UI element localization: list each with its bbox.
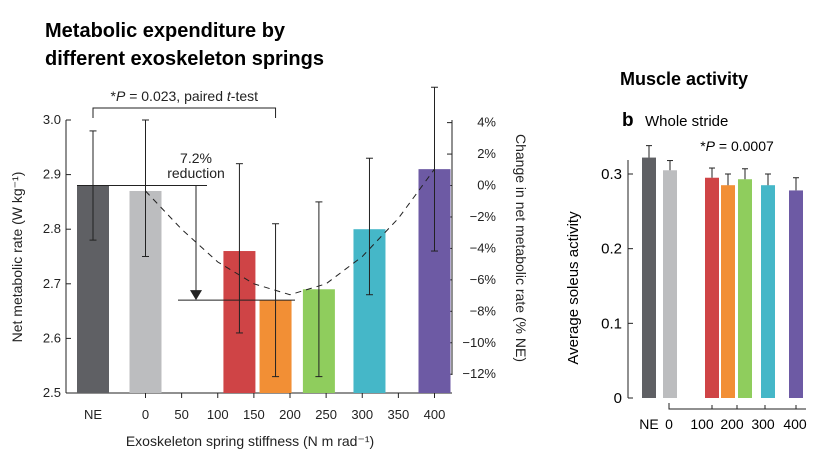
y2-tick-label: 0% [477,178,496,193]
b-x-tick-label: 300 [751,416,775,432]
x-tick-label: 50 [174,407,188,422]
y-axis-label: Net metabolic rate (W kg⁻¹) [9,172,25,343]
x-tick-label: 100 [207,407,229,422]
reduction-arrow-head [190,290,202,301]
y2-tick-label: 2% [477,146,496,161]
b-bar-300 [761,185,775,398]
panel-letter-b: b [622,110,634,131]
y-tick-label: 2.7 [43,276,61,291]
reduction-label: reduction [167,165,225,181]
b-bar-170 [721,185,735,398]
x-axis-label: Exoskeleton spring stiffness (N m rad⁻¹) [126,433,374,449]
chart-a-title-line2: different exoskeleton springs [45,48,324,70]
b-bar-240 [738,179,752,398]
reduction-percent: 7.2% [180,150,212,166]
b-y-tick-label: 0.3 [601,166,622,183]
chart-b-subtitle: Whole stride [645,113,728,130]
x-tick-label: NE [84,407,102,422]
x-tick-label: 400 [424,407,446,422]
fit-curve [145,168,435,296]
b-x-tick-label: 200 [720,416,744,432]
chart-b: b Whole stride 0 0.1 0.2 0.3 Average soleus ac… [565,110,807,432]
y-tick-label: 2.9 [43,167,61,182]
b-x-axis-bracket [668,403,806,410]
x-tick-label: 200 [279,407,301,422]
b-x-tick-label: 400 [783,416,807,432]
b-bar-400 [789,190,803,398]
chart-a-title-line1: Metabolic expenditure by [45,20,286,42]
x-tick-label: 0 [142,407,149,422]
b-y-tick-label: 0.2 [601,241,622,258]
b-bar-0 [663,170,677,398]
b-y-axis-label: Average soleus activity [565,211,582,365]
x-tick-label: 150 [243,407,265,422]
y-tick-label: 2.8 [43,221,61,236]
b-y-tick-label: 0 [614,390,622,407]
y2-tick-label: −10% [462,335,496,350]
y2-tick-label: −6% [470,272,497,287]
b-bar-NE [642,157,656,398]
x-tick-label: 350 [388,407,410,422]
y2-tick-label: 4% [477,115,496,130]
b-significance-label: *P = 0.0007 [700,138,774,154]
y2-tick-label: −12% [462,366,496,381]
b-x-tick-label: 0 [665,416,673,432]
y-tick-label: 2.6 [43,330,61,345]
b-bar-100 [705,177,719,398]
b-x-tick-label: NE [639,416,658,432]
significance-label: *P = 0.023, paired t-test [111,88,259,104]
chart-a: 2.5 2.6 2.7 2.8 2.9 3.0 4% 2% 0% −2% −4% −6% −8% −10%… [9,86,529,449]
significance-bracket [92,107,277,118]
x-tick-label: 250 [315,407,337,422]
y-tick-label: 3.0 [43,112,61,127]
y2-tick-label: −8% [470,303,497,318]
y2-axis-label: Change in net metabolic rate (% NE) [513,134,529,362]
b-x-tick-label: 100 [690,416,714,432]
b-y-tick-label: 0.1 [601,315,622,332]
y2-tick-label: −2% [470,209,497,224]
x-tick-label: 300 [351,407,373,422]
y2-tick-label: −4% [470,240,497,255]
y-tick-label: 2.5 [43,385,61,400]
chart-b-title: Muscle activity [620,69,748,89]
